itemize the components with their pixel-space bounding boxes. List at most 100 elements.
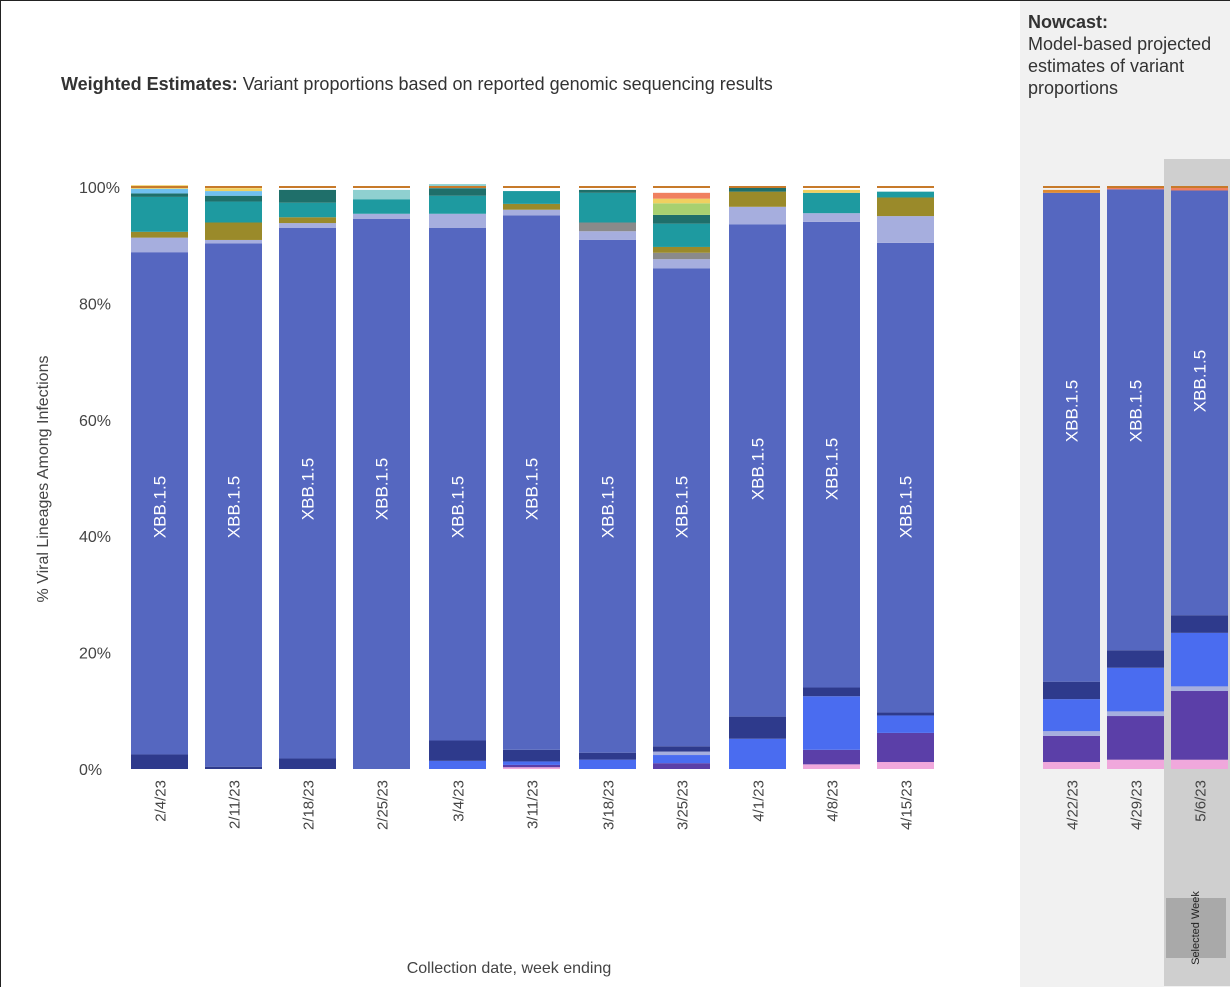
bar-stack[interactable]: XBB.1.5 — [131, 185, 188, 769]
bar-stack[interactable]: XBB.1.5 — [1171, 186, 1228, 769]
bar-segment-dark-teal[interactable] — [653, 214, 710, 224]
bar-stack[interactable]: XBB.1.5 — [579, 186, 636, 769]
bar-segment-teal[interactable] — [653, 223, 710, 247]
bar-segment-light-purple[interactable] — [1171, 686, 1228, 692]
bar-segment-light-purple[interactable] — [803, 213, 860, 222]
bar-segment-pink[interactable] — [877, 762, 934, 769]
bar-segment-pink[interactable] — [803, 764, 860, 769]
bar-segment-xbb-1-5[interactable] — [429, 227, 486, 741]
bar-segment-dark-navy[interactable] — [877, 712, 934, 716]
bar-segment-olive[interactable] — [205, 222, 262, 240]
bar-segment-gray[interactable] — [653, 252, 710, 260]
bar-segment-dark-navy[interactable] — [579, 752, 636, 760]
bar-segment-xbb-1-5[interactable] — [279, 227, 336, 759]
bar-segment-salmon[interactable] — [653, 192, 710, 199]
bar-segment-yellow[interactable] — [803, 189, 860, 193]
bar-segment-pink[interactable] — [503, 767, 560, 769]
bar-segment-sky[interactable] — [205, 191, 262, 196]
bar-segment-salmon[interactable] — [1107, 187, 1164, 190]
bar-segment-blue[interactable] — [1107, 667, 1164, 712]
bar-segment-light-purple[interactable] — [653, 259, 710, 269]
bar-segment-dark-navy[interactable] — [1171, 615, 1228, 633]
bar-segment-purple[interactable] — [1107, 716, 1164, 760]
bar-segment-xbb-1-5[interactable] — [1043, 192, 1100, 682]
bar-segment-olive[interactable] — [279, 217, 336, 224]
bar-segment-purple[interactable] — [803, 749, 860, 765]
bar-segment-teal[interactable] — [205, 201, 262, 223]
bar-segment-dark-navy[interactable] — [205, 766, 262, 769]
bar-segment-light-purple[interactable] — [429, 213, 486, 228]
bar-segment-dark-navy[interactable] — [1043, 681, 1100, 700]
bar-stack[interactable]: XBB.1.5 — [429, 184, 486, 769]
selected-week-badge[interactable]: Selected Week — [1166, 891, 1226, 965]
bar-segment-orange[interactable] — [1043, 189, 1100, 193]
bar-segment-blue[interactable] — [1043, 699, 1100, 732]
bar-segment-salmon[interactable] — [1171, 187, 1228, 191]
bar-segment-light-teal[interactable] — [353, 189, 410, 200]
bar-stack[interactable]: XBB.1.5 — [877, 186, 934, 769]
bar-segment-dark-teal[interactable] — [579, 189, 636, 193]
bar-segment-teal[interactable] — [353, 199, 410, 214]
bar-segment-xbb-1-5[interactable] — [877, 242, 934, 713]
bar-segment-gray[interactable] — [579, 222, 636, 232]
bar-segment-pink[interactable] — [1171, 759, 1228, 769]
bar-segment-olive[interactable] — [503, 203, 560, 210]
bar-stack[interactable]: XBB.1.5 — [205, 186, 262, 769]
bar-segment-pink[interactable] — [1107, 759, 1164, 769]
bar-segment-xbb-1-5[interactable] — [579, 239, 636, 753]
bar-segment-purple[interactable] — [1171, 691, 1228, 760]
bar-segment-light-purple[interactable] — [1043, 731, 1100, 736]
bar-segment-dark-teal[interactable] — [729, 187, 786, 192]
bar-segment-dark-navy[interactable] — [429, 740, 486, 761]
bar-segment-light-purple[interactable] — [579, 231, 636, 240]
bar-segment-dark-teal[interactable] — [279, 189, 336, 203]
bar-stack[interactable]: XBB.1.5 — [653, 186, 710, 769]
bar-segment-teal[interactable] — [429, 195, 486, 214]
bar-segment-teal[interactable] — [131, 196, 188, 232]
bar-segment-dark-navy[interactable] — [131, 754, 188, 769]
bar-segment-xbb-1-5[interactable] — [353, 219, 410, 769]
bar-segment-purple[interactable] — [653, 763, 710, 769]
bar-segment-light-purple[interactable] — [131, 237, 188, 253]
bar-segment-teal[interactable] — [503, 191, 560, 204]
bar-segment-dark-navy[interactable] — [1107, 650, 1164, 668]
bar-segment-light-purple[interactable] — [653, 751, 710, 756]
bar-stack[interactable]: XBB.1.5 — [1107, 186, 1164, 769]
bar-segment-dark-navy[interactable] — [653, 746, 710, 752]
bar-segment-xbb-1-5[interactable] — [1107, 189, 1164, 651]
bar-segment-xbb-1-5[interactable] — [205, 243, 262, 767]
bar-stack[interactable]: XBB.1.5 — [353, 186, 410, 769]
bar-stack[interactable]: XBB.1.5 — [729, 186, 786, 769]
bar-segment-teal[interactable] — [279, 202, 336, 218]
bar-segment-olive[interactable] — [729, 191, 786, 207]
bar-segment-light-purple[interactable] — [877, 216, 934, 243]
bar-segment-blue[interactable] — [1171, 632, 1228, 687]
bar-segment-teal[interactable] — [803, 192, 860, 214]
bar-segment-purple[interactable] — [1043, 735, 1100, 763]
bar-segment-blue[interactable] — [877, 715, 934, 733]
bar-segment-dark-navy[interactable] — [279, 758, 336, 769]
bar-segment-dark-navy[interactable] — [729, 716, 786, 739]
bar-segment-xbb-1-5[interactable] — [803, 221, 860, 688]
bar-segment-teal[interactable] — [877, 191, 934, 198]
bar-segment-blue[interactable] — [653, 755, 710, 764]
bar-stack[interactable]: XBB.1.5 — [803, 186, 860, 769]
bar-segment-xbb-1-5[interactable] — [503, 215, 560, 750]
bar-segment-purple[interactable] — [877, 732, 934, 763]
bar-stack[interactable]: XBB.1.5 — [503, 186, 560, 769]
bar-segment-xbb-1-5[interactable] — [729, 224, 786, 717]
bar-segment-olive[interactable] — [131, 231, 188, 238]
bar-stack[interactable]: XBB.1.5 — [279, 186, 336, 769]
bar-segment-dark-teal[interactable] — [429, 188, 486, 196]
bar-segment-yellow[interactable] — [653, 198, 710, 204]
bar-segment-light-purple[interactable] — [279, 223, 336, 228]
bar-segment-teal[interactable] — [579, 192, 636, 223]
bar-segment-blue[interactable] — [803, 696, 860, 750]
bar-segment-light-purple[interactable] — [1107, 711, 1164, 717]
bar-segment-blue[interactable] — [729, 738, 786, 769]
bar-segment-dark-teal[interactable] — [205, 195, 262, 202]
bar-segment-pink[interactable] — [1043, 762, 1100, 769]
bar-segment-dark-navy[interactable] — [503, 749, 560, 762]
bar-segment-olive[interactable] — [877, 197, 934, 217]
bar-segment-blue[interactable] — [429, 760, 486, 769]
